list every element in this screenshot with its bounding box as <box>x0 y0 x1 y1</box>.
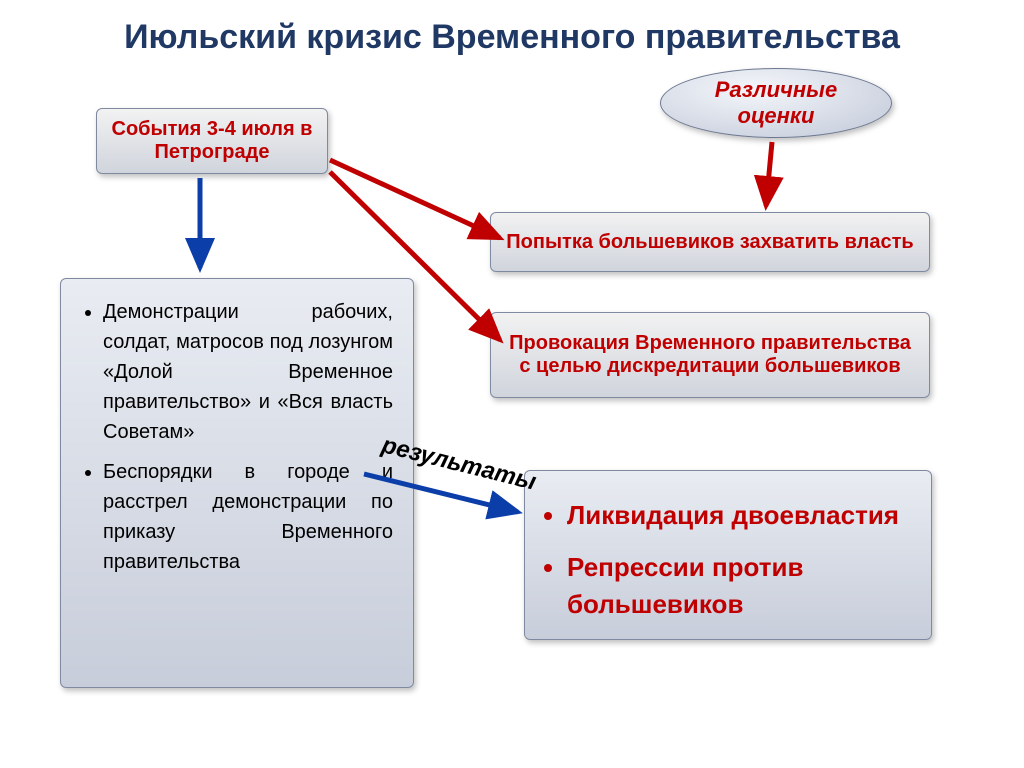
node-attempt: Попытка большевиков захватить власть <box>490 212 930 272</box>
list-item: Беспорядки в городе и расстрел демонстра… <box>103 457 393 577</box>
node-provocation: Провокация Временного правительства с це… <box>490 312 930 398</box>
node-assessments: Различные оценки <box>660 68 892 138</box>
node-demonstrations: Демонстрации рабочих, солдат, матросов п… <box>60 278 414 688</box>
page-title: Июльский кризис Временного правительства <box>0 18 1024 57</box>
node-results: Ликвидация двоевластия Репрессии против б… <box>524 470 932 640</box>
list-item: Ликвидация двоевластия <box>567 497 911 533</box>
list-item: Репрессии против большевиков <box>567 549 911 622</box>
list-item: Демонстрации рабочих, солдат, матросов п… <box>103 297 393 447</box>
node-events: События 3-4 июля в Петрограде <box>96 108 328 174</box>
